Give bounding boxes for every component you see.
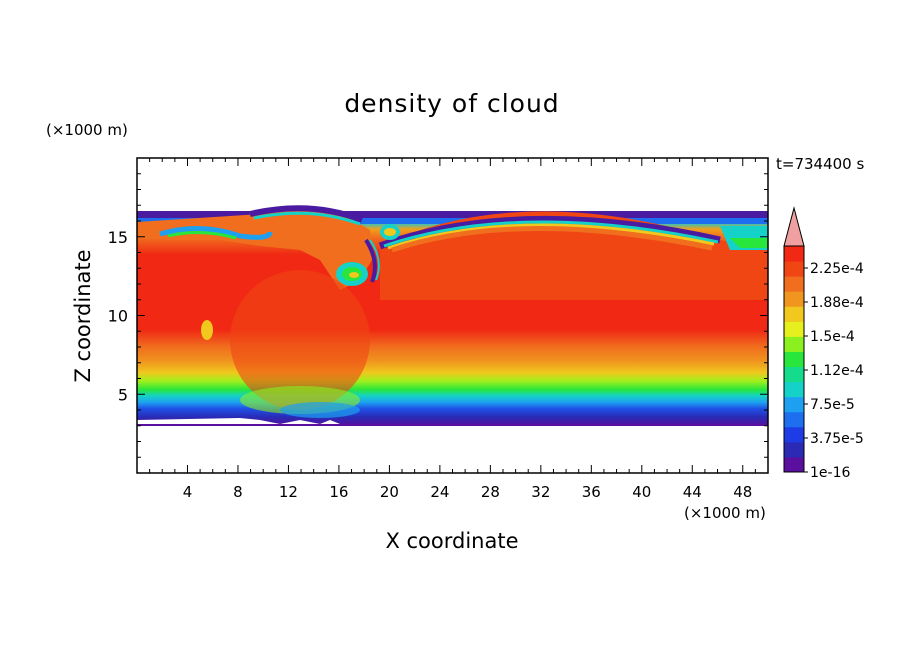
x-tick-label: 28 [481, 483, 500, 501]
top-boundary-band [137, 211, 768, 219]
y-axis-label: Z coordinate [71, 249, 95, 382]
x-axis-label: X coordinate [385, 529, 518, 553]
colorbar-label: 1e-16 [810, 465, 850, 481]
colorbar-swatch [784, 381, 804, 398]
x-tick-label: 4 [183, 483, 193, 501]
colorbar-label: 1.12e-4 [810, 363, 864, 379]
y-tick-label: 5 [118, 385, 128, 404]
colorbar-extend-arrow [783, 206, 805, 247]
colorbar-label: 2.25e-4 [810, 261, 864, 277]
x-tick-label: 40 [632, 483, 651, 501]
colorbar-swatch [784, 261, 804, 277]
x-tick-label: 32 [531, 483, 550, 501]
y-tick-label: 15 [108, 228, 128, 247]
x-tick-label: 12 [279, 483, 298, 501]
colorbar-label: 7.5e-5 [810, 397, 855, 413]
y-unit-label: (×1000 m) [46, 121, 128, 139]
x-tick-label: 8 [233, 483, 243, 501]
x-tick-label: 36 [582, 483, 601, 501]
colorbar-label: 1.88e-4 [810, 295, 864, 311]
colorbar-swatch [784, 366, 804, 383]
y-axis-ticks: 5 10 15 [108, 173, 768, 458]
colorbar-swatch [784, 276, 804, 292]
colorbar-swatch [784, 336, 804, 352]
colorbar-label: 3.75e-5 [810, 431, 864, 447]
colorbar-swatch [784, 321, 804, 337]
colorbar-swatch [784, 351, 804, 368]
colorbar-swatch [784, 411, 804, 428]
x-unit-label: (×1000 m) [684, 504, 766, 522]
colorbar-swatch [784, 426, 804, 443]
x-axis-ticks: 4 8 12 16 20 24 28 32 36 40 44 48 [149, 158, 756, 501]
density-field [137, 205, 768, 426]
x-tick-label: 48 [733, 483, 752, 501]
colorbar-swatch [784, 396, 804, 413]
time-label: t=734400 s [776, 155, 864, 173]
colorbar: 2.25e-4 1.88e-4 1.5e-4 1.12e-4 7.5e-5 3.75e-5… [783, 206, 864, 481]
colorbar-swatch [784, 306, 804, 322]
x-tick-label: 44 [683, 483, 702, 501]
x-tick-label: 24 [430, 483, 449, 501]
colorbar-swatch [784, 246, 804, 262]
colorbar-swatch [784, 456, 804, 473]
x-tick-label: 20 [380, 483, 399, 501]
x-tick-label: 16 [329, 483, 348, 501]
chart-title: density of cloud [344, 89, 559, 118]
colorbar-swatch [784, 441, 804, 458]
colorbar-label: 1.5e-4 [810, 329, 855, 345]
colorbar-swatch [784, 291, 804, 307]
y-tick-label: 10 [108, 307, 128, 326]
